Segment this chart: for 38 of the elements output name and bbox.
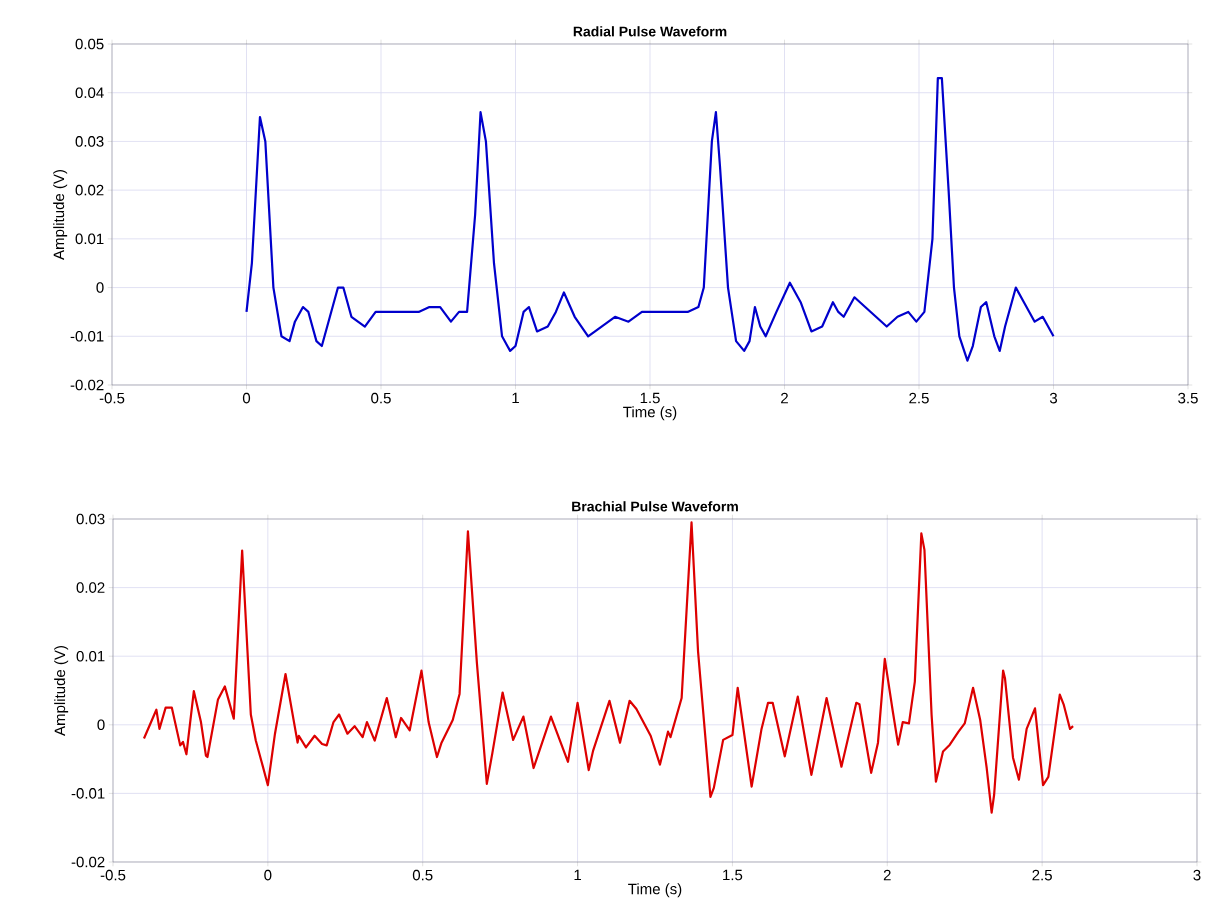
x-tick-label: 1 bbox=[574, 869, 581, 881]
x-tick-label: 3 bbox=[1049, 392, 1058, 404]
y-tick-label: 0.02 bbox=[75, 184, 104, 196]
x-tick-label: 2.5 bbox=[1032, 869, 1052, 881]
y-tick-label: -0.01 bbox=[70, 330, 104, 342]
x-tick-label: 3.5 bbox=[1178, 392, 1198, 404]
y-tick-label: 0.03 bbox=[76, 513, 105, 525]
y-tick-label: 0.02 bbox=[76, 582, 105, 593]
y-tick-label: 0 bbox=[97, 719, 105, 731]
chart-title: Brachial Pulse Waveform bbox=[572, 501, 738, 512]
x-tick-label: 0.5 bbox=[371, 392, 391, 404]
x-tick-label: 3 bbox=[1193, 869, 1201, 881]
y-tick-label: 0.01 bbox=[76, 650, 105, 662]
y-tick-label: 0.01 bbox=[75, 233, 104, 245]
y-tick-label: -0.01 bbox=[71, 788, 105, 799]
y-axis-title: Amplitude (V) bbox=[54, 646, 69, 736]
chart-title: Radial Pulse Waveform bbox=[573, 26, 727, 37]
y-tick-label: 0.05 bbox=[75, 38, 104, 50]
x-axis-title: Time (s) bbox=[628, 883, 682, 898]
x-tick-label: -0.5 bbox=[100, 869, 126, 881]
y-tick-label: 0 bbox=[96, 282, 104, 293]
x-tick-label: 2.5 bbox=[909, 392, 929, 404]
x-axis-title: Time (s) bbox=[623, 406, 677, 421]
x-tick-label: 0.5 bbox=[412, 869, 433, 881]
x-tick-label: 0 bbox=[242, 392, 251, 404]
y-tick-label: -0.02 bbox=[70, 379, 104, 391]
x-tick-label: 1.5 bbox=[640, 392, 660, 404]
y-tick-label: 0.03 bbox=[75, 136, 104, 147]
x-tick-label: 1 bbox=[512, 392, 519, 404]
y-axis-title: Amplitude (V) bbox=[53, 170, 68, 260]
y-tick-label: 0.04 bbox=[75, 87, 104, 99]
x-tick-label: 1.5 bbox=[723, 869, 743, 881]
x-tick-label: 2 bbox=[883, 869, 891, 881]
x-tick-label: 2 bbox=[781, 392, 788, 404]
line-series bbox=[142, 521, 1075, 814]
y-tick-label: -0.02 bbox=[71, 856, 105, 868]
x-tick-label: 0 bbox=[264, 869, 272, 881]
x-tick-label: -0.5 bbox=[99, 392, 125, 404]
